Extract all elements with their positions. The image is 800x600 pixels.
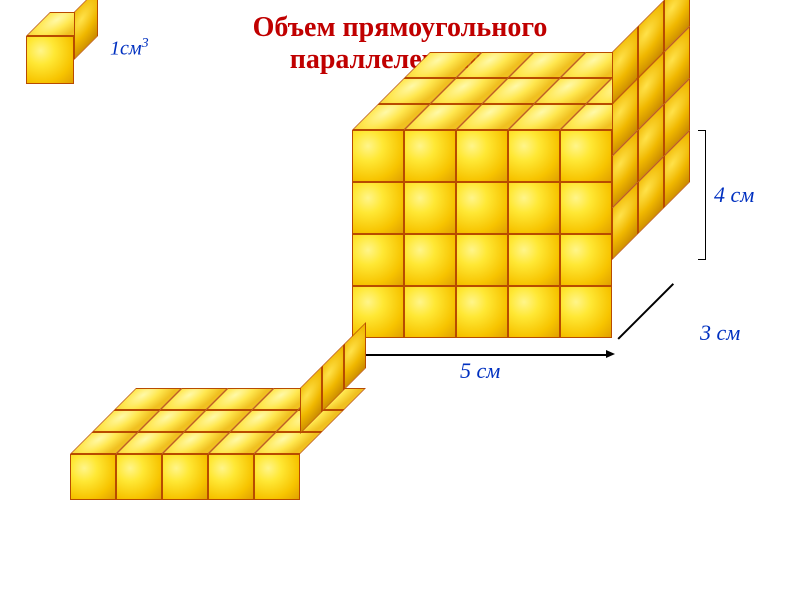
cube-cell (560, 286, 612, 338)
title-line1: Объем прямоугольного (253, 12, 548, 43)
cube-cell (254, 454, 300, 500)
width-arrow-line (358, 354, 606, 356)
cube-cell (456, 182, 508, 234)
cube-cell (208, 454, 254, 500)
depth-bracket (617, 283, 673, 339)
unit-cube-side (74, 0, 98, 60)
cube-cell (560, 234, 612, 286)
cube-cell (70, 454, 116, 500)
cube-cell (508, 130, 560, 182)
cube-cell (116, 454, 162, 500)
width-arrow-right (606, 350, 615, 358)
unit-cube (26, 36, 74, 84)
cube-cell (404, 286, 456, 338)
cube-cell (456, 286, 508, 338)
big-cuboid (352, 130, 612, 338)
cube-cell (508, 234, 560, 286)
cube-cell (560, 130, 612, 182)
width-label: 5 см (460, 358, 500, 384)
unit-cube-front (26, 36, 74, 84)
unit-label-exp: 3 (142, 36, 149, 51)
unit-cube-label: 1см3 (110, 36, 149, 61)
cube-cell (352, 182, 404, 234)
cube-cell (404, 182, 456, 234)
big-cuboid-front (352, 130, 612, 338)
cube-cell (74, 0, 98, 60)
cube-cell (352, 234, 404, 286)
small-cuboid (70, 454, 300, 500)
height-label: 4 см (714, 182, 754, 208)
big-cuboid-side (612, 0, 690, 260)
cube-cell (456, 130, 508, 182)
cube-cell (508, 286, 560, 338)
cube-cell (404, 234, 456, 286)
cube-cell (344, 322, 366, 390)
cube-cell (26, 36, 74, 84)
cube-cell (162, 454, 208, 500)
cube-cell (352, 130, 404, 182)
unit-label-base: 1см (110, 37, 142, 59)
cube-cell (560, 182, 612, 234)
cube-cell (456, 234, 508, 286)
small-cuboid-front (70, 454, 300, 500)
depth-label: 3 см (700, 320, 740, 346)
cube-cell (508, 182, 560, 234)
cube-cell (404, 130, 456, 182)
unit-cube-group: 1см3 (26, 12, 149, 84)
height-bracket (698, 130, 706, 260)
